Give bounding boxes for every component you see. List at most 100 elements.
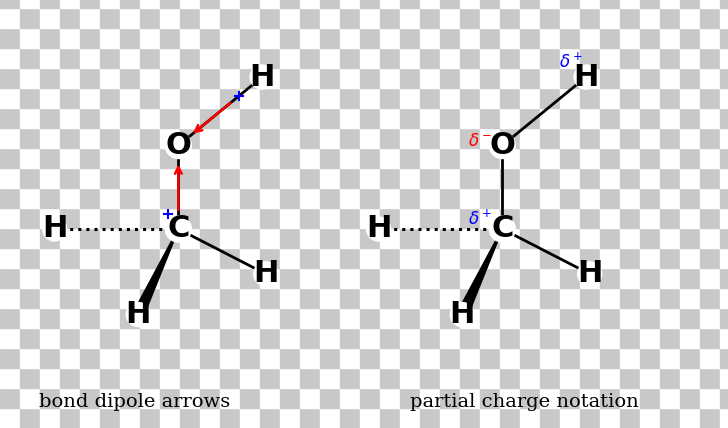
Bar bbox=[40, 48, 60, 68]
Bar bbox=[620, 248, 640, 268]
Bar bbox=[100, 28, 120, 48]
Bar bbox=[700, 128, 720, 148]
Bar bbox=[680, 288, 700, 308]
Bar bbox=[260, 228, 280, 248]
Circle shape bbox=[489, 216, 515, 242]
Bar bbox=[0, 368, 20, 388]
Bar bbox=[540, 148, 560, 168]
Bar bbox=[300, 228, 320, 248]
Bar bbox=[60, 288, 80, 308]
Bar bbox=[120, 0, 140, 8]
Bar bbox=[80, 108, 100, 128]
Bar bbox=[60, 168, 80, 188]
Bar bbox=[100, 168, 120, 188]
Bar bbox=[320, 0, 340, 8]
Bar bbox=[180, 8, 200, 28]
Bar bbox=[480, 108, 500, 128]
Bar bbox=[220, 88, 240, 108]
Text: H: H bbox=[253, 259, 278, 288]
Bar bbox=[500, 28, 520, 48]
Text: partial charge notation: partial charge notation bbox=[410, 393, 638, 411]
Bar bbox=[440, 108, 460, 128]
Bar bbox=[700, 328, 720, 348]
Bar bbox=[440, 228, 460, 248]
Bar bbox=[200, 168, 220, 188]
Bar bbox=[500, 0, 520, 8]
Bar bbox=[540, 88, 560, 108]
Bar bbox=[20, 208, 40, 228]
Bar bbox=[560, 308, 580, 328]
Bar bbox=[200, 48, 220, 68]
Bar bbox=[520, 48, 540, 68]
Bar bbox=[0, 168, 20, 188]
Bar bbox=[80, 168, 100, 188]
Bar bbox=[520, 308, 540, 328]
Bar bbox=[360, 8, 380, 28]
Bar bbox=[420, 288, 440, 308]
Bar bbox=[720, 208, 728, 228]
Bar bbox=[80, 368, 100, 388]
Bar bbox=[240, 228, 260, 248]
Bar bbox=[420, 28, 440, 48]
Bar bbox=[80, 408, 100, 428]
Bar bbox=[700, 188, 720, 208]
Bar bbox=[500, 248, 520, 268]
Bar bbox=[640, 208, 660, 228]
Circle shape bbox=[254, 262, 277, 286]
Bar bbox=[80, 0, 100, 8]
Bar bbox=[240, 48, 260, 68]
Bar bbox=[240, 28, 260, 48]
Bar bbox=[240, 328, 260, 348]
Bar bbox=[460, 228, 480, 248]
Bar bbox=[440, 128, 460, 148]
Bar bbox=[660, 8, 680, 28]
Bar bbox=[340, 328, 360, 348]
Bar bbox=[400, 188, 420, 208]
Bar bbox=[460, 308, 480, 328]
Bar bbox=[300, 148, 320, 168]
Bar bbox=[340, 208, 360, 228]
Bar bbox=[320, 308, 340, 328]
Bar bbox=[20, 48, 40, 68]
Bar bbox=[100, 108, 120, 128]
Bar bbox=[140, 408, 160, 428]
Bar bbox=[420, 368, 440, 388]
Bar bbox=[0, 148, 20, 168]
Bar bbox=[700, 8, 720, 28]
Bar bbox=[80, 8, 100, 28]
Bar bbox=[220, 408, 240, 428]
Text: H: H bbox=[42, 214, 67, 244]
Bar bbox=[340, 128, 360, 148]
Bar bbox=[680, 108, 700, 128]
Bar bbox=[580, 208, 600, 228]
Bar bbox=[240, 368, 260, 388]
Bar bbox=[260, 48, 280, 68]
Bar bbox=[660, 308, 680, 328]
Bar bbox=[560, 0, 580, 8]
Bar bbox=[40, 308, 60, 328]
Bar bbox=[160, 328, 180, 348]
Bar bbox=[300, 328, 320, 348]
Bar bbox=[220, 188, 240, 208]
Bar bbox=[520, 208, 540, 228]
Bar bbox=[20, 88, 40, 108]
Bar bbox=[160, 188, 180, 208]
Bar bbox=[20, 288, 40, 308]
Bar bbox=[460, 8, 480, 28]
Bar bbox=[40, 228, 60, 248]
Bar bbox=[220, 168, 240, 188]
Bar bbox=[660, 328, 680, 348]
Bar bbox=[120, 108, 140, 128]
Bar bbox=[300, 388, 320, 408]
Text: bond dipole arrows: bond dipole arrows bbox=[39, 393, 230, 411]
Bar bbox=[200, 348, 220, 368]
Bar bbox=[680, 48, 700, 68]
Bar bbox=[460, 0, 480, 8]
Bar bbox=[320, 148, 340, 168]
Bar bbox=[300, 168, 320, 188]
Bar bbox=[120, 368, 140, 388]
Bar bbox=[600, 388, 620, 408]
Bar bbox=[180, 108, 200, 128]
Bar bbox=[80, 348, 100, 368]
Text: H: H bbox=[577, 259, 602, 288]
